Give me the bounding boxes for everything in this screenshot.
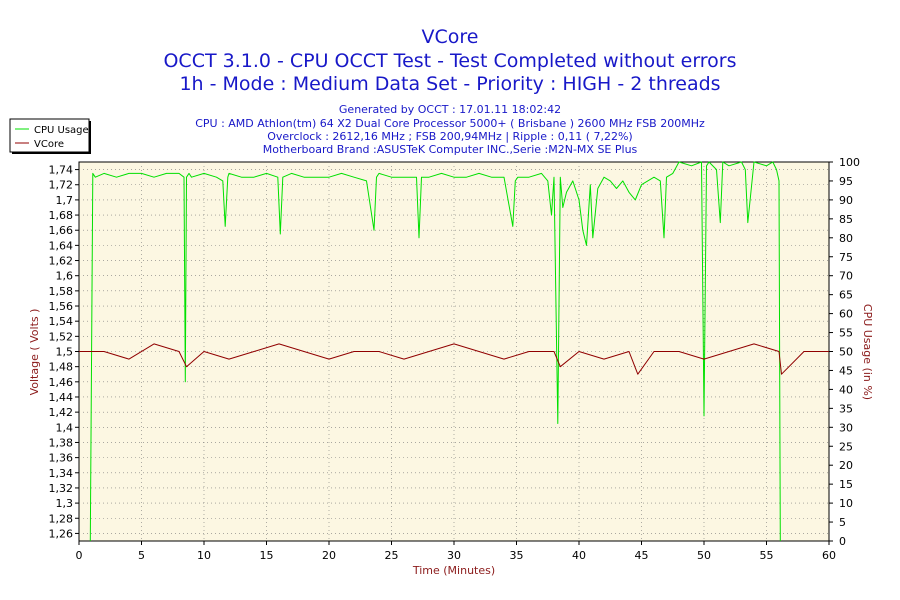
- y-right-tick-label: 30: [839, 421, 853, 434]
- info-overclock: Overclock : 2612,16 MHz ; FSB 200,94MHz …: [267, 130, 633, 143]
- y-left-tick-label: 1,64: [49, 239, 74, 252]
- y-left-tick-label: 1,32: [49, 482, 74, 495]
- y-right-tick-label: 25: [839, 440, 853, 453]
- x-tick-label: 15: [260, 549, 274, 562]
- y-right-tick-label: 5: [839, 516, 846, 529]
- y-right-tick-label: 50: [839, 346, 853, 359]
- y-left-tick-label: 1,74: [49, 164, 74, 177]
- x-tick-label: 35: [510, 549, 524, 562]
- y-right-tick-label: 70: [839, 270, 853, 283]
- info-generated: Generated by OCCT : 17.01.11 18:02:42: [338, 103, 562, 116]
- y-left-tick-label: 1,52: [49, 330, 74, 343]
- y-right-tick-label: 90: [839, 194, 853, 207]
- x-tick-label: 40: [572, 549, 586, 562]
- y-left-tick-label: 1,68: [49, 209, 74, 222]
- y-left-tick-label: 1,7: [56, 194, 74, 207]
- legend: CPU Usage VCore: [9, 118, 91, 154]
- y-left-tick-label: 1,3: [56, 497, 74, 510]
- x-tick-label: 50: [697, 549, 711, 562]
- y-left-tick-label: 1,44: [49, 391, 74, 404]
- chart-subtitle-1: OCCT 3.1.0 - CPU OCCT Test - Test Comple…: [163, 50, 737, 72]
- y-axis-right: 0 5 10 15 20 25 30 35 40 45 50 55 60 65 70 75 80 85 90 95 10…: [829, 156, 860, 548]
- y-left-tick-label: 1,34: [49, 467, 74, 480]
- x-tick-label: 10: [197, 549, 211, 562]
- y-left-tick-label: 1,72: [49, 179, 74, 192]
- x-tick-label: 30: [447, 549, 461, 562]
- y-left-tick-label: 1,5: [56, 346, 74, 359]
- chart-title: VCore: [421, 26, 479, 48]
- y-left-tick-label: 1,66: [49, 224, 74, 237]
- y-left-tick-label: 1,62: [49, 255, 74, 268]
- y-left-tick-label: 1,42: [49, 406, 74, 419]
- y-axis-label-right: CPU Usage (in %): [861, 304, 874, 400]
- y-left-tick-label: 1,46: [49, 376, 74, 389]
- y-right-tick-label: 35: [839, 402, 853, 415]
- y-right-tick-label: 15: [839, 478, 853, 491]
- y-left-tick-label: 1,56: [49, 300, 74, 313]
- y-left-tick-label: 1,38: [49, 436, 74, 449]
- x-axis-label: Time (Minutes): [412, 564, 495, 577]
- y-left-tick-label: 1,54: [49, 315, 74, 328]
- x-axis: 0 5 10 15 20 25 30 35 40 45 50 55 60: [76, 541, 836, 562]
- series-line-vcore: [79, 343, 829, 375]
- x-tick-label: 5: [138, 549, 145, 562]
- legend-label-cpu-usage: CPU Usage: [34, 125, 89, 136]
- chart-subtitle-2: 1h - Mode : Medium Data Set - Priority :…: [179, 73, 721, 95]
- y-right-tick-label: 10: [839, 497, 853, 510]
- y-left-tick-label: 1,58: [49, 285, 74, 298]
- y-right-tick-label: 45: [839, 364, 853, 377]
- y-left-tick-label: 1,48: [49, 361, 74, 374]
- y-right-tick-label: 100: [839, 156, 860, 169]
- y-left-tick-label: 1,36: [49, 452, 74, 465]
- y-right-tick-label: 80: [839, 232, 853, 245]
- y-right-tick-label: 20: [839, 459, 853, 472]
- y-right-tick-label: 55: [839, 327, 853, 340]
- series-layer: [79, 161, 829, 542]
- info-cpu: CPU : AMD Athlon(tm) 64 X2 Dual Core Pro…: [195, 117, 705, 130]
- x-tick-label: 60: [822, 549, 836, 562]
- x-tick-label: 20: [322, 549, 336, 562]
- y-left-tick-label: 1,26: [49, 527, 74, 540]
- y-left-tick-label: 1,28: [49, 512, 74, 525]
- y-right-tick-label: 85: [839, 213, 853, 226]
- x-tick-label: 25: [385, 549, 399, 562]
- y-right-tick-label: 40: [839, 383, 853, 396]
- x-tick-label: 45: [635, 549, 649, 562]
- y-right-tick-label: 95: [839, 175, 853, 188]
- y-right-tick-label: 75: [839, 251, 853, 264]
- y-right-tick-label: 65: [839, 289, 853, 302]
- y-left-tick-label: 1,6: [56, 270, 74, 283]
- y-right-tick-label: 0: [839, 535, 846, 548]
- info-motherboard: Motherboard Brand :ASUSTeK Computer INC.…: [262, 143, 638, 156]
- legend-label-vcore: VCore: [34, 139, 64, 150]
- series-line-cpu-usage: [89, 161, 781, 542]
- x-tick-label: 55: [760, 549, 774, 562]
- y-axis-left: 1,26 1,28 1,3 1,32 1,34 1,36 1,38 1,4 1,42 1,44 1,…: [49, 164, 79, 540]
- x-tick-label: 0: [76, 549, 83, 562]
- y-axis-label-left: Voltage ( Volts ): [28, 309, 41, 396]
- y-right-tick-label: 60: [839, 308, 853, 321]
- y-left-tick-label: 1,4: [56, 421, 74, 434]
